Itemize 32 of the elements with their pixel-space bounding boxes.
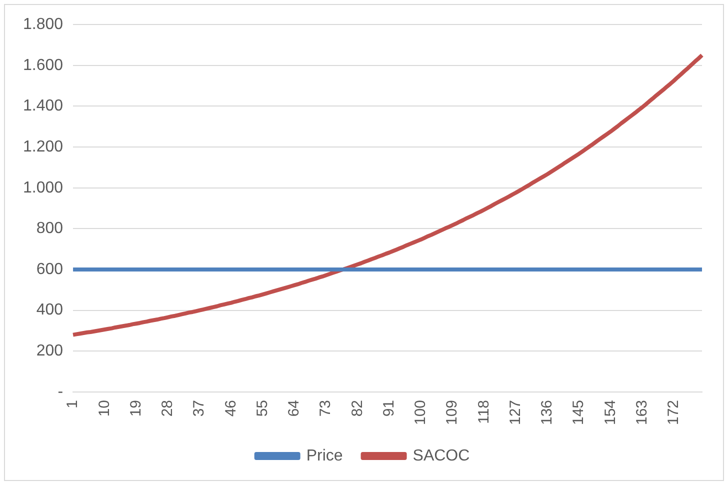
y-tick-label: 1.800 (22, 16, 64, 34)
x-tick-label: 28 (159, 400, 176, 417)
x-tick-label: 154 (602, 400, 619, 426)
x-tick-label: 118 (475, 400, 492, 424)
x-tick-label: 46 (222, 400, 240, 417)
x-tick-label: 55 (254, 400, 271, 417)
x-tick-label: 64 (286, 400, 303, 417)
x-tick-label: 109 (444, 400, 461, 426)
x-tick-label: 82 (348, 400, 366, 417)
y-tick-label: 1.400 (22, 98, 64, 115)
y-tick-label: 1.600 (22, 56, 64, 74)
y-tick-label: 600 (36, 260, 64, 278)
legend-label: Price (306, 447, 343, 464)
x-tick-label: 127 (506, 400, 524, 426)
x-tick-label: 19 (127, 400, 144, 417)
x-tick-label: 10 (96, 400, 113, 417)
y-tick-label: 200 (36, 342, 64, 360)
x-tick-label: 91 (380, 400, 398, 417)
x-tick-label: 1 (64, 400, 82, 408)
y-tick-label: 400 (36, 302, 64, 319)
x-tick-label: 145 (570, 400, 588, 426)
x-tick-label: 73 (317, 400, 334, 417)
legend-label: SACOC (412, 447, 470, 464)
x-tick-label: 37 (190, 400, 208, 417)
x-tick-label: 172 (665, 400, 682, 426)
y-tick-label: 1.200 (22, 138, 64, 156)
x-tick-label: 100 (412, 400, 430, 426)
y-tick-label: 800 (36, 220, 64, 238)
y-tick-label: 1.000 (22, 179, 64, 196)
y-tick-label: - (58, 383, 64, 400)
x-tick-label: 136 (538, 400, 556, 426)
x-tick-label: 163 (633, 400, 650, 426)
